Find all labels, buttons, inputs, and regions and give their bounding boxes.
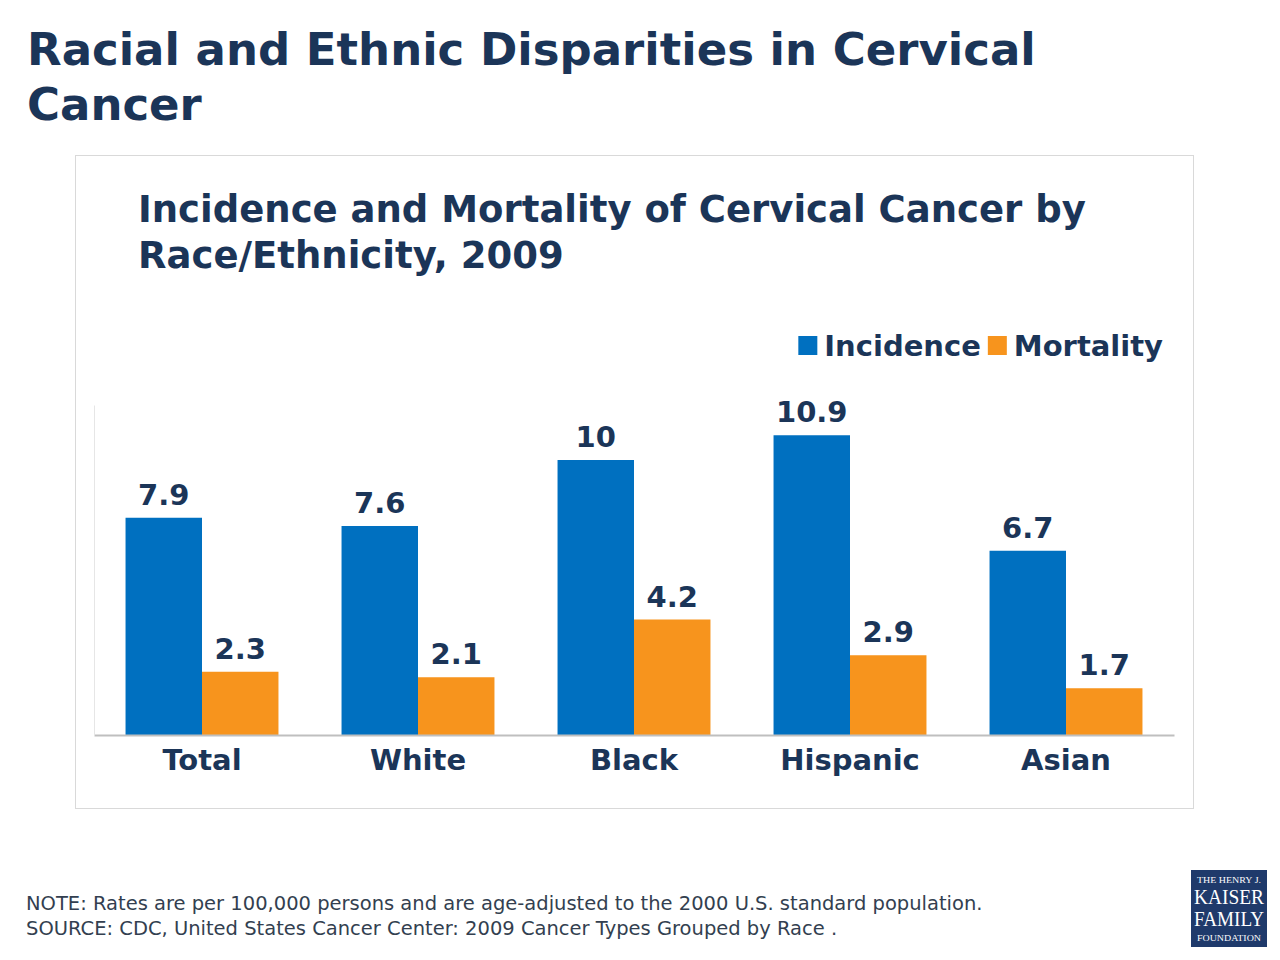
bar <box>126 518 202 735</box>
slide: Racial and Ethnic Disparities in Cervica… <box>0 0 1280 960</box>
x-tick-label: White <box>370 743 466 777</box>
legend-item: Incidence <box>798 329 981 363</box>
logo-text: THE HENRY J. <box>1197 875 1261 885</box>
bars <box>126 435 1143 735</box>
x-tick-label: Asian <box>1021 743 1111 777</box>
data-label: 10 <box>576 420 616 454</box>
bar <box>850 655 926 735</box>
chart-title: Incidence and Mortality of Cervical Canc… <box>138 188 1086 277</box>
bar <box>990 551 1066 735</box>
legend-swatch <box>798 336 817 355</box>
logo: THE HENRY J.KAISERFAMILY FOUNDATION <box>1191 870 1267 947</box>
logo-text: FAMILY <box>1194 908 1264 930</box>
chart-frame <box>76 156 1194 809</box>
x-axis: Total White Black Hispanic Asian <box>95 735 1175 777</box>
data-label: 2.3 <box>215 632 266 666</box>
data-label: 1.7 <box>1079 648 1130 682</box>
x-tick: Asian <box>1021 735 1111 777</box>
bar <box>1066 688 1142 735</box>
y-axis-line <box>94 406 95 736</box>
legend-item: Mortality <box>988 329 1163 363</box>
bar <box>418 677 494 735</box>
data-labels: 7.9 7.6 10 10.9 6.7 2.3 2.1 4.2 2.9 1.7 <box>138 395 1130 682</box>
source: SOURCE: CDC, United States Cancer Center… <box>26 917 837 940</box>
x-tick-label: Black <box>590 743 679 777</box>
legend-swatch <box>988 336 1007 355</box>
x-tick: Hispanic <box>780 735 920 777</box>
background <box>0 0 1280 960</box>
text-line: Incidence and Mortality of Cervical Canc… <box>138 188 1086 231</box>
legend: Incidence Mortality <box>798 329 1163 363</box>
bar <box>202 672 278 735</box>
x-tick-label: Hispanic <box>780 743 920 777</box>
logo-text: KAISER <box>1194 886 1265 908</box>
legend-label: Mortality <box>1014 329 1163 363</box>
bar <box>342 526 418 735</box>
bar <box>558 460 634 735</box>
data-label: 6.7 <box>1002 511 1053 545</box>
data-label: 10.9 <box>776 395 848 429</box>
data-label: 7.6 <box>354 486 405 520</box>
data-label: 4.2 <box>647 580 698 614</box>
data-label: 2.1 <box>431 637 482 671</box>
text-line: Cancer <box>27 78 203 131</box>
note: NOTE: Rates are per 100,000 persons and … <box>26 892 983 915</box>
x-tick: Black <box>590 735 679 777</box>
y-axis <box>94 406 95 736</box>
text-line: Race/Ethnicity, 2009 <box>138 234 564 277</box>
data-label: 7.9 <box>138 478 189 512</box>
logo-box <box>1191 870 1267 947</box>
slide-title: Racial and Ethnic Disparities in Cervica… <box>27 23 1036 131</box>
legend-label: Incidence <box>824 329 981 363</box>
x-tick: Total <box>162 735 241 777</box>
bar <box>774 435 850 735</box>
x-tick: White <box>370 735 466 777</box>
x-axis-line <box>95 735 1175 737</box>
data-label: 2.9 <box>863 615 914 649</box>
logo-text: FOUNDATION <box>1197 933 1262 943</box>
bar <box>634 620 710 736</box>
text-line: Racial and Ethnic Disparities in Cervica… <box>27 23 1036 76</box>
x-tick-label: Total <box>162 743 241 777</box>
